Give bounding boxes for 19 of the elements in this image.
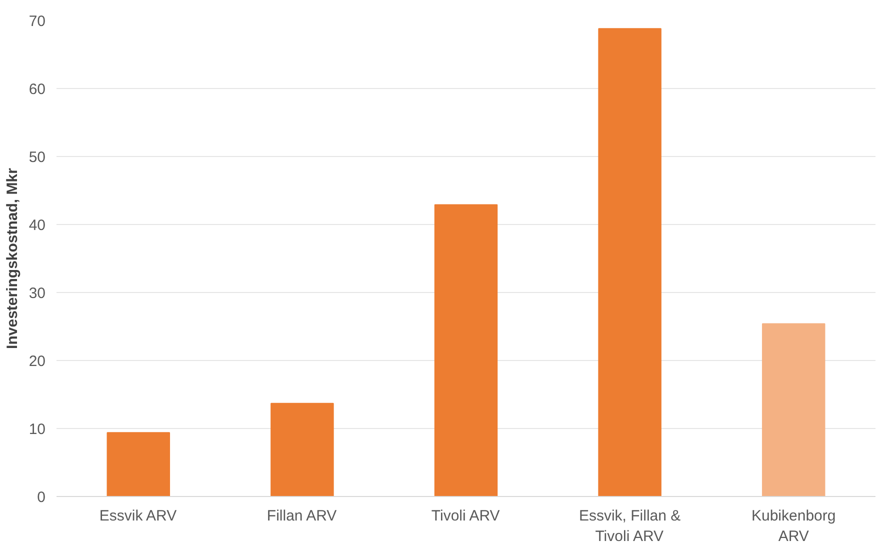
- y-tick-label: 20: [28, 353, 46, 370]
- y-tick-label: 0: [37, 489, 46, 506]
- bar: [434, 204, 498, 496]
- x-tick-label: Essvik, Fillan & Tivoli ARV: [578, 508, 681, 545]
- x-tick-label: Essvik ARV: [99, 508, 177, 524]
- y-axis-title: Investeringskostnad, Mkr: [4, 168, 21, 349]
- y-tick-label: 40: [28, 217, 46, 234]
- x-tick-label: Kubikenborg ARV: [751, 508, 836, 545]
- y-tick-label: 70: [28, 13, 46, 30]
- bar: [598, 28, 662, 496]
- bar: [270, 402, 334, 496]
- y-tick-label: 50: [28, 149, 46, 166]
- y-tick-label: 60: [28, 81, 46, 98]
- x-tick-label: Tivoli ARV: [431, 508, 500, 524]
- bar: [106, 432, 170, 496]
- bar: [762, 323, 826, 496]
- y-tick-label: 30: [28, 285, 46, 302]
- y-tick-label: 10: [28, 421, 46, 438]
- x-tick-label: Fillan ARV: [266, 508, 337, 524]
